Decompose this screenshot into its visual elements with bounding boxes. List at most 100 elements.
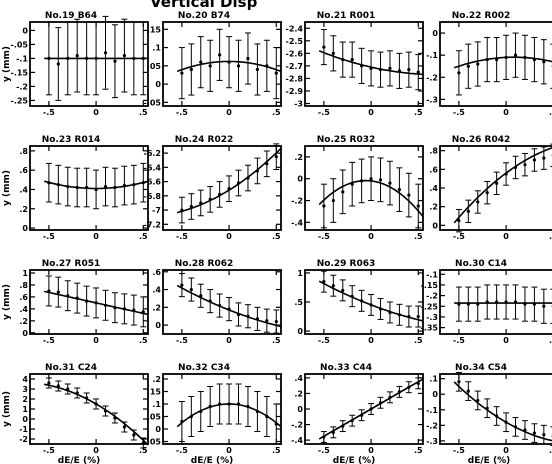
data-point [476,62,480,66]
data-point [246,404,250,409]
panel-5: No.23 R014 .8 .6 .4 .2 0 -.5 0 .5 y (mm) [2,135,149,241]
data-point [199,294,203,298]
x-tick-label: 0 [503,336,509,345]
panel-title: No.24 R022 [175,135,234,145]
y-tick-label: -.35 [421,324,439,333]
data-point [322,435,326,439]
data-point [208,299,212,303]
y-tick-label: 0 [432,29,438,38]
y-tick-label: .15 [147,25,162,34]
data-point [274,319,278,324]
x-tick-label: 0 [503,446,509,455]
data-point [331,198,335,203]
data-point [246,314,250,318]
data-point [523,55,527,59]
y-axis-label: y (mm) [2,284,12,320]
y-tick-label: -2.7 [286,62,304,71]
data-point [388,310,392,315]
data-point [476,200,480,204]
data-point [141,56,145,61]
x-tick-label: -.5 [453,336,465,345]
x-tick-label: .5 [414,446,423,455]
panel-frame [304,373,424,445]
x-tick-label: -.5 [43,232,55,241]
x-tick-label: 0 [226,232,232,241]
y-tick-label: 0 [22,415,28,424]
panel-title: No.23 R014 [42,135,101,145]
data-point [466,209,470,213]
y-tick-label: -.1 [16,54,28,63]
data-point [466,64,470,68]
panel-7: No.25 R032 .2 0 -.2 -.4 -.5 0 .5 [291,135,424,241]
y-tick-label: -.25 [11,96,29,105]
y-tick-label: .1 [152,400,161,409]
y-tick-label: -2 [19,435,28,444]
data-point [457,380,461,384]
data-point [47,56,51,61]
panel-frame [162,21,282,107]
data-point [180,208,184,212]
figure-heading: Vertical Disp [150,0,258,11]
data-point [218,53,222,57]
data-point [56,384,60,388]
data-point [85,299,89,303]
data-point [378,307,383,311]
x-tick-label: 0 [226,336,232,345]
data-point [495,414,499,418]
x-tick-label: -.5 [176,446,188,455]
y-tick-label: -.3 [426,95,438,104]
y-tick-label: -.1 [426,270,438,279]
x-tick-label: .5 [272,336,281,345]
data-point [360,179,364,183]
data-point [341,190,345,194]
data-point [85,185,89,190]
panel-12: No.30 C14 -.1 -.15 -.2-.25 -.3 -.35 -.5 0 .5 [421,259,552,345]
x-tick-label: 0 [503,108,509,117]
y-tick-label: -.2 [291,421,303,430]
data-point [66,387,70,391]
panel-2: No.20 B74 .15 .1 .05 0 -.05 -.5 0 .5 [144,11,282,117]
data-point [495,300,499,304]
data-point [199,409,203,414]
x-tick-label: 0 [93,232,99,241]
data-point [66,56,70,61]
data-point [360,64,364,68]
data-point [476,398,480,403]
data-point [331,51,335,55]
panel-16: No.34 C54 .1 0 -.1 -.2 -.3 -.5 0 .5 dE/E (%) [426,363,552,464]
data-point [416,204,420,208]
y-tick-label: 1 [297,269,303,278]
data-point [341,58,345,62]
y-tick-label: -.4 [291,218,303,227]
panel-title: No.32 C34 [178,363,230,373]
data-point [322,204,326,208]
y-tick-label: 0 [22,224,28,233]
x-tick-label: -.5 [43,446,55,455]
panel-title: No.20 B74 [178,11,230,21]
panel-title: No.25 R032 [317,135,376,145]
x-tick-label: .5 [139,446,148,455]
panel-title: No.31 C24 [45,363,97,373]
x-tick-label: .5 [272,232,281,241]
data-point [542,304,546,308]
y-tick-label: -2.9 [286,87,304,96]
data-point [523,302,527,306]
x-tick-label: -.5 [318,108,330,117]
panel-frame [29,145,149,231]
panel-frame [29,21,149,107]
data-point [75,391,79,395]
y-tick-label: -3 [294,99,303,108]
y-tick-label: 0 [155,425,161,434]
data-point [141,310,145,314]
y-tick-label: 0 [22,26,28,35]
y-tick-label: 0 [297,327,303,336]
data-point [236,402,241,406]
y-tick-label: 0 [22,329,28,338]
x-tick-label: .5 [549,336,552,345]
data-point [132,56,136,61]
y-tick-label: .2 [19,317,28,326]
y-tick-label: 1 [22,269,28,278]
data-point [388,66,392,70]
data-point [350,294,354,298]
data-point [274,422,278,426]
